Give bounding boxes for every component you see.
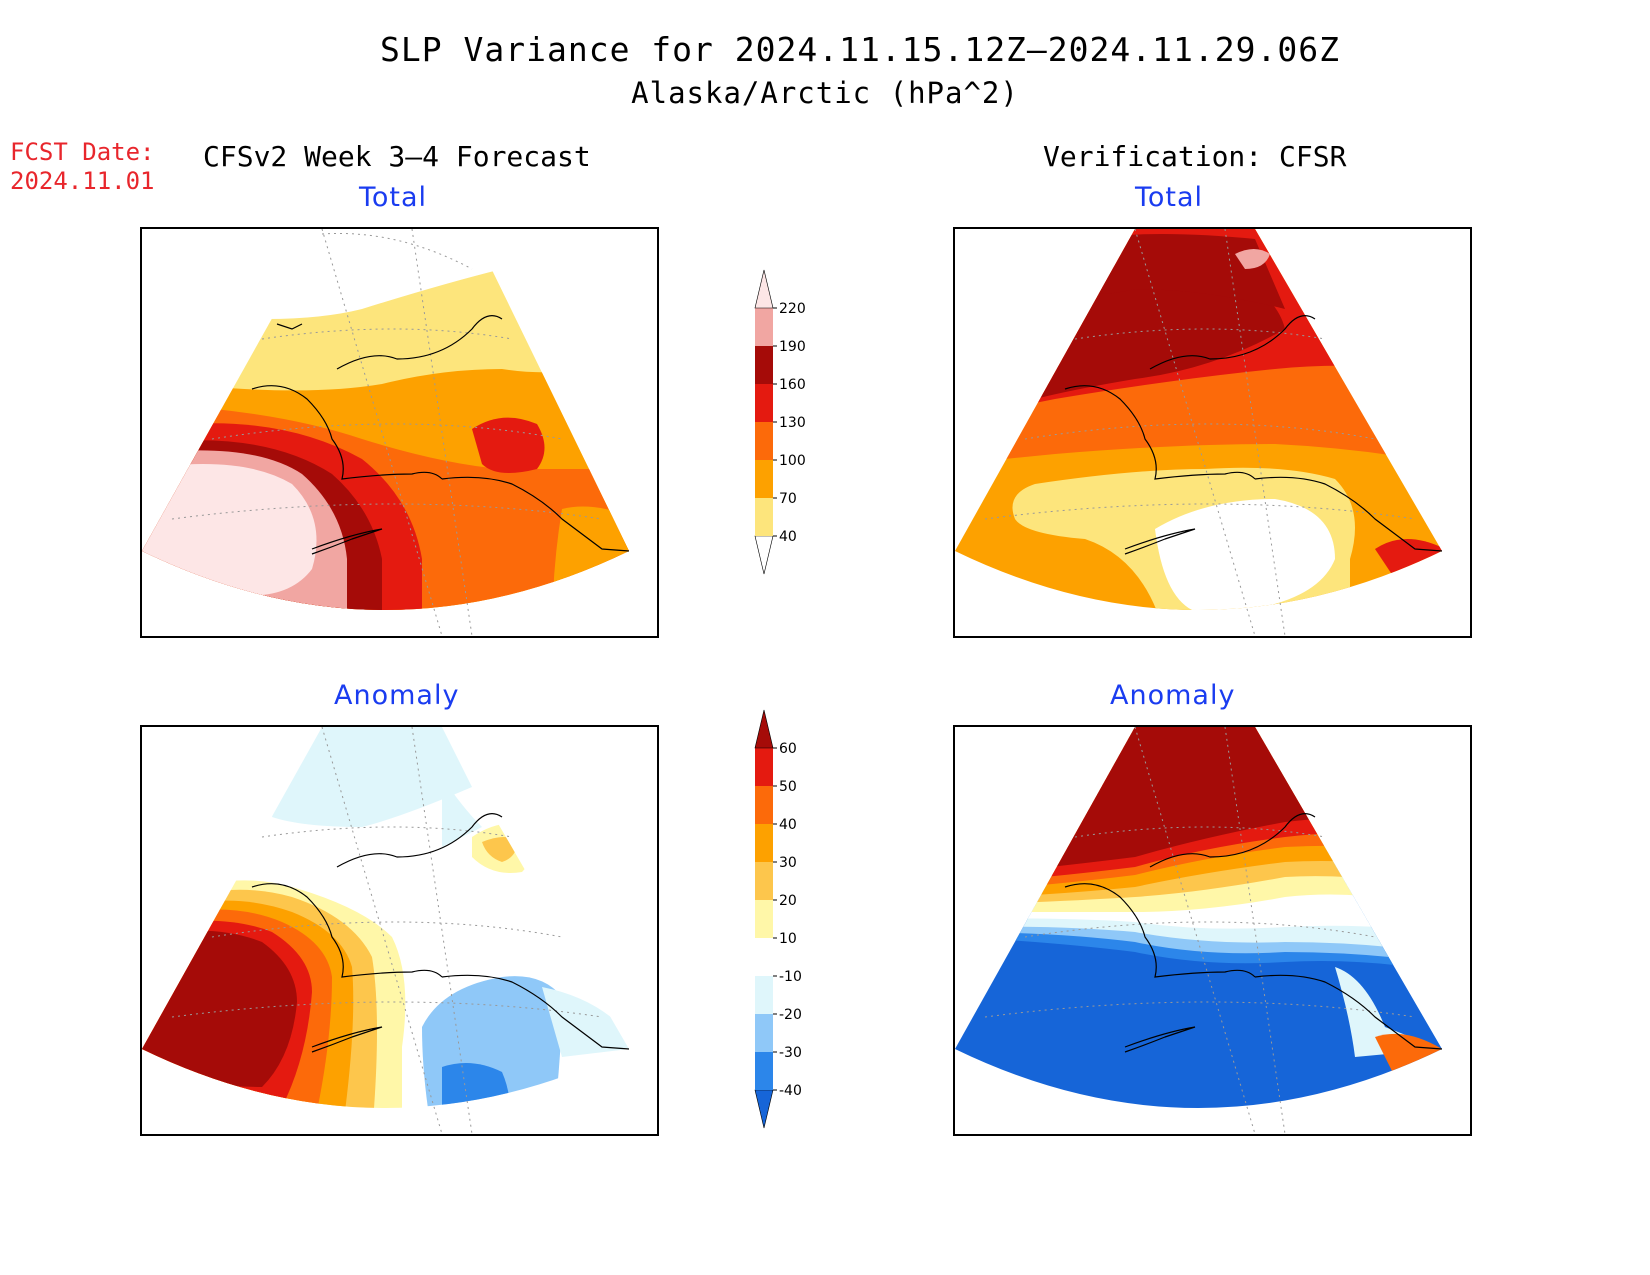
map-forecast-total (140, 227, 659, 638)
colorbar-total-tick-label: 130 (779, 415, 806, 431)
colorbar-anomaly-tick-label: -30 (779, 1045, 802, 1061)
forecast-anomaly-label: Anomaly (334, 680, 460, 711)
verification-header: Verification: CFSR (1043, 140, 1347, 173)
colorbar-total-segment (755, 308, 773, 346)
colorbar-total-segment (755, 498, 773, 536)
colorbar-anomaly-segment (755, 900, 773, 938)
map-verification-anomaly (953, 725, 1472, 1136)
colorbar-anomaly-tick-label: -10 (779, 969, 802, 985)
colorbar-anomaly-tick-label: 50 (779, 779, 797, 795)
colorbar-total: 40 70 100 130 160 190 220 (745, 265, 825, 589)
colorbar-total-segment (754, 535, 774, 575)
forecast-header: CFSv2 Week 3—4 Forecast (203, 140, 591, 173)
fcst-date-label: FCST Date: (10, 138, 155, 166)
colorbar-total-tick-label: 160 (779, 377, 806, 393)
fcst-date-value: 2024.11.01 (10, 167, 155, 195)
map-forecast-anomaly (140, 725, 659, 1136)
colorbar-anomaly-segment (754, 709, 774, 749)
forecast-total-label: Total (359, 182, 428, 213)
colorbar-total-svg: 40 70 100 130 160 190 220 (754, 269, 806, 575)
colorbar-total-segment (755, 384, 773, 422)
figure-subtitle: Alaska/Arctic (hPa^2) (631, 76, 1019, 110)
colorbar-anomaly-segment (754, 1089, 774, 1129)
colorbar-anomaly-segment (755, 1014, 773, 1052)
figure-title: SLP Variance for 2024.11.15.12Z—2024.11.… (380, 30, 1340, 69)
colorbar-total-tick-label: 220 (779, 301, 806, 317)
colorbar-anomaly-tick-label: 40 (779, 817, 797, 833)
colorbar-anomaly-svg: -40 -30 -20 -10 10 20 30 40 50 60 (754, 709, 802, 1129)
colorbar-anomaly-tick-label: 10 (779, 931, 797, 947)
colorbar-anomaly-segment (755, 862, 773, 900)
colorbar-anomaly-tick-label: 20 (779, 893, 797, 909)
colorbar-total-tick-label: 100 (779, 453, 806, 469)
colorbar-anomaly-segment (755, 786, 773, 824)
colorbar-anomaly-segment (755, 938, 773, 976)
colorbar-anomaly-tick-label: -20 (779, 1007, 802, 1023)
colorbar-total-segment (754, 269, 774, 309)
map-verification-total (953, 227, 1472, 638)
colorbar-anomaly-tick-label: 60 (779, 741, 797, 757)
colorbar-total-segment (755, 460, 773, 498)
colorbar-total-tick-label: 70 (779, 491, 797, 507)
colorbar-total-tick-label: 190 (779, 339, 806, 355)
fcst-date-block: FCST Date: 2024.11.01 (10, 138, 155, 196)
verification-total-label: Total (1135, 182, 1204, 213)
colorbar-total-segment (755, 422, 773, 460)
colorbar-anomaly-tick-label: 30 (779, 855, 797, 871)
colorbar-anomaly-segment (755, 748, 773, 786)
colorbar-anomaly-tick-label: -40 (779, 1083, 802, 1099)
colorbar-total-segment (755, 346, 773, 384)
colorbar-anomaly: -40 -30 -20 -10 10 20 30 40 50 60 (745, 705, 825, 1139)
colorbar-anomaly-segment (755, 1052, 773, 1090)
colorbar-anomaly-segment (755, 824, 773, 862)
colorbar-total-tick-label: 40 (779, 529, 797, 545)
colorbar-anomaly-segment (755, 976, 773, 1014)
verification-anomaly-label: Anomaly (1110, 680, 1236, 711)
